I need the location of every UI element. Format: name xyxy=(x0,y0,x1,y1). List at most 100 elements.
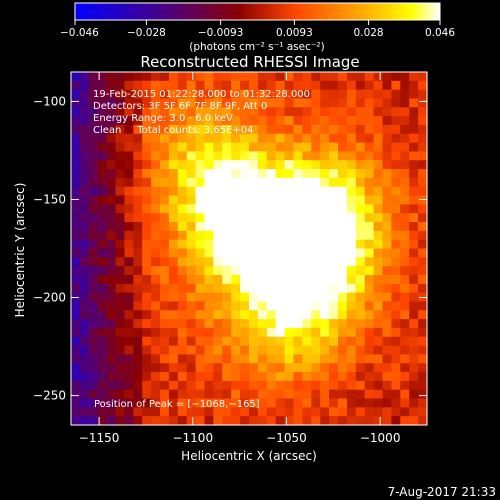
heatmap-cell xyxy=(400,142,410,153)
heatmap-cell xyxy=(79,239,90,250)
heatmap-cell xyxy=(382,248,392,258)
heatmap-cell xyxy=(338,169,348,179)
heatmap-cell xyxy=(124,107,134,117)
heatmap-cell xyxy=(195,72,206,82)
heatmap-cell xyxy=(195,363,206,373)
heatmap-cell xyxy=(168,169,179,179)
heatmap-cell xyxy=(338,345,348,355)
heatmap-cell xyxy=(355,301,366,311)
heatmap-cell xyxy=(222,222,232,232)
heatmap-cell xyxy=(213,327,223,338)
heatmap-cell xyxy=(106,72,117,82)
heatmap-cell xyxy=(302,283,312,294)
heatmap-cell xyxy=(382,186,392,197)
heatmap-cell xyxy=(240,310,250,320)
heatmap-cell xyxy=(391,354,401,364)
heatmap-cell xyxy=(284,239,295,250)
heatmap-cell xyxy=(293,195,303,205)
heatmap-cell xyxy=(329,222,339,232)
heatmap-cell xyxy=(213,266,223,276)
heatmap-cell xyxy=(231,169,241,179)
heatmap-cell xyxy=(329,124,339,135)
heatmap-cell xyxy=(186,177,197,188)
heatmap-cell xyxy=(257,363,268,373)
heatmap-cell xyxy=(391,398,401,408)
heatmap-cell xyxy=(266,319,277,329)
heatmap-cell xyxy=(133,98,143,108)
heatmap-cell xyxy=(151,177,161,188)
heatmap-cell xyxy=(204,327,214,338)
heatmap-cell xyxy=(133,345,143,355)
heatmap-cell xyxy=(293,283,303,294)
heatmap-cell xyxy=(284,151,295,161)
heatmap-cell xyxy=(364,319,375,329)
heatmap-cell xyxy=(257,213,268,223)
heatmap-cell xyxy=(293,257,303,267)
heatmap-cell xyxy=(338,363,348,373)
heatmap-cell xyxy=(293,327,303,338)
heatmap-cell xyxy=(266,310,277,320)
heatmap-cell xyxy=(302,257,312,267)
heatmap-cell xyxy=(71,248,81,258)
heatmap-cell xyxy=(293,380,303,391)
heatmap-cell xyxy=(364,239,375,250)
heatmap-cell xyxy=(391,222,401,232)
heatmap-cell xyxy=(346,80,357,91)
heatmap-cell xyxy=(257,327,268,338)
heatmap-cell xyxy=(186,274,197,285)
heatmap-cell xyxy=(222,169,232,179)
heatmap-cell xyxy=(204,407,214,417)
heatmap-cell xyxy=(231,222,241,232)
heatmap-cell xyxy=(302,124,312,135)
heatmap-cell xyxy=(115,186,125,197)
heatmap-cell xyxy=(257,230,268,241)
heatmap-cell xyxy=(231,204,241,214)
heatmap-cell xyxy=(213,230,223,241)
heatmap-cell xyxy=(249,160,259,170)
heatmap-cell xyxy=(346,336,357,347)
heatmap-cell xyxy=(373,213,384,223)
heatmap-cell xyxy=(142,266,152,276)
heatmap-cell xyxy=(302,380,312,391)
heatmap-cell xyxy=(97,89,108,100)
heatmap-cell xyxy=(338,257,348,267)
heatmap-cell xyxy=(222,389,232,400)
heatmap-cell xyxy=(88,204,99,214)
heatmap-cell xyxy=(418,389,428,400)
heatmap-cell xyxy=(160,107,170,117)
heatmap-cell xyxy=(409,177,419,188)
heatmap-cell xyxy=(160,416,170,426)
heatmap-cell xyxy=(346,319,357,329)
heatmap-cell xyxy=(133,372,143,382)
heatmap-cell xyxy=(293,80,303,91)
heatmap-cell xyxy=(320,204,330,214)
heatmap-cell xyxy=(177,398,188,408)
heatmap-cell xyxy=(168,98,179,108)
heatmap-cell xyxy=(142,257,152,267)
heatmap-cell xyxy=(213,133,223,144)
heatmap-cell xyxy=(320,116,330,126)
heatmap-cell xyxy=(195,204,206,214)
heatmap-cell xyxy=(338,416,348,426)
heatmap-cell xyxy=(71,398,81,408)
heatmap-cell xyxy=(88,213,99,223)
heatmap-cell xyxy=(382,363,392,373)
heatmap-cell xyxy=(409,239,419,250)
heatmap-cell xyxy=(97,274,108,285)
y-axis-label: Heliocentric Y (arcsec) xyxy=(13,183,27,318)
heatmap-cell xyxy=(195,398,206,408)
heatmap-cell xyxy=(204,380,214,391)
heatmap-cell xyxy=(400,204,410,214)
heatmap-cell xyxy=(177,204,188,214)
heatmap-cell xyxy=(249,186,259,197)
heatmap-cell xyxy=(373,239,384,250)
heatmap-cell xyxy=(88,160,99,170)
heatmap-cell xyxy=(409,354,419,364)
heatmap-cell xyxy=(160,89,170,100)
heatmap-cell xyxy=(71,354,81,364)
heatmap-cell xyxy=(124,230,134,241)
heatmap-cell xyxy=(284,142,295,153)
heatmap-cell xyxy=(240,292,250,303)
heatmap-cell xyxy=(195,380,206,391)
heatmap-cell xyxy=(133,230,143,241)
